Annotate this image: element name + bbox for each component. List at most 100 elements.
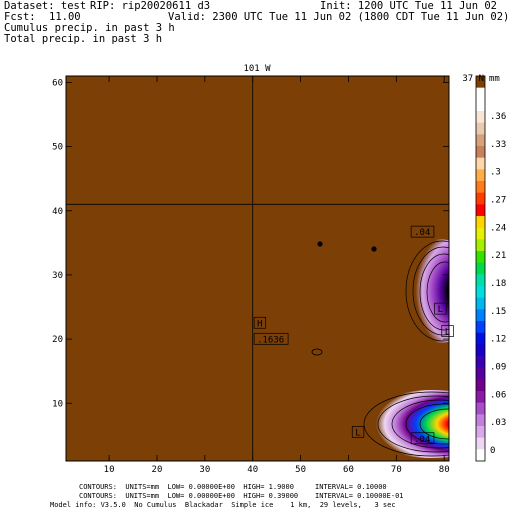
- colorbar-swatch: [476, 262, 485, 275]
- annotation-label: .1636: [257, 335, 284, 345]
- x-tick-label: 10: [104, 465, 115, 475]
- small-contour: [311, 348, 323, 356]
- annotation-box: [253, 316, 267, 329]
- y-axis: 10 20 30 40 50 60: [52, 78, 449, 409]
- x-axis: 10 20 30 40 50 60 70 80: [104, 76, 450, 475]
- colorbar-top-label: 37 N: [462, 74, 484, 84]
- colorbar-swatch: [476, 87, 485, 100]
- y-tick-label: 30: [52, 271, 63, 281]
- colorbar-swatch: [476, 297, 485, 310]
- precip-cell-lower: [362, 390, 449, 458]
- init-label: Init: 1200 UTC Tue 11 Jun 02: [320, 0, 498, 12]
- colorbar-swatch: [476, 437, 485, 450]
- colorbar-swatch: [476, 216, 485, 228]
- colorbar-swatch: [476, 181, 485, 193]
- top-axis-label: 101 W: [243, 64, 271, 74]
- colorbar-swatch: [476, 227, 485, 240]
- fcst-value: 11.00: [49, 11, 81, 23]
- rip-label: RIP: rip20020611 d3: [90, 0, 211, 12]
- colorbar-swatch: [476, 321, 485, 333]
- colorbar-swatch: [476, 391, 485, 403]
- x-tick-label: 40: [247, 465, 258, 475]
- colorbar-tick-label: 0: [490, 446, 495, 456]
- annotation-label: L: [355, 428, 360, 438]
- colorbar-swatch: [476, 344, 485, 357]
- colorbar-unit-label: mm: [489, 74, 500, 84]
- y-tick-label: 20: [52, 335, 63, 345]
- colorbar-tick-label: .15: [490, 307, 506, 317]
- colorbar-tick-label: .12: [490, 335, 506, 345]
- colorbar-tick-label: .18: [490, 279, 506, 289]
- x-tick-label: 60: [343, 465, 354, 475]
- precip-cell-lower-contours: [363, 391, 449, 457]
- footer-contours-total: CONTOURS: UNITS=mm LOW= 0.00000E+00 HIGH…: [79, 483, 387, 491]
- station-dot: [371, 246, 377, 252]
- colorbar-tick-label: .21: [490, 251, 506, 261]
- colorbar-swatch: [476, 76, 485, 88]
- colorbar-swatch: [476, 356, 485, 368]
- annotation-box: [410, 432, 435, 445]
- colorbar-tick-label: .24: [490, 223, 506, 233]
- station-dot: [317, 241, 323, 247]
- dataset-label: Dataset: test: [4, 0, 87, 12]
- y-tick-label: 60: [52, 78, 63, 88]
- x-tick-label: 50: [295, 465, 306, 475]
- precip-cell-upper-contours: [405, 240, 449, 342]
- colorbar-tick-label: .36: [490, 112, 506, 122]
- annotation-box: [351, 425, 365, 438]
- colorbar-tick-label: .3: [490, 168, 501, 178]
- y-tick-label: 10: [52, 399, 63, 409]
- annotation-box: [253, 332, 289, 345]
- colorbar: [475, 75, 486, 462]
- colorbar-swatch: [476, 274, 485, 287]
- valid-label: Valid: 2300 UTC Tue 11 Jun 02 (1800 CDT …: [168, 11, 510, 23]
- annotation-label: .04: [414, 435, 430, 445]
- footer-contours-cumulus: CONTOURS: UNITS=mm LOW= 0.00000E+00 HIGH…: [79, 492, 404, 500]
- precip-zero-fill: [66, 76, 449, 461]
- annotation-label: L: [438, 305, 443, 315]
- field-total-precip: Total precip. in past 3 h: [4, 33, 163, 45]
- colorbar-swatch: [476, 239, 485, 252]
- x-tick-label: 20: [152, 465, 163, 475]
- colorbar-swatch: [476, 449, 485, 462]
- x-tick-label: 30: [199, 465, 210, 475]
- colorbar-swatch: [476, 99, 485, 112]
- colorbar-swatch: [476, 426, 485, 438]
- colorbar-tick-label: .06: [490, 390, 506, 400]
- annotation-box: [410, 225, 435, 238]
- colorbar-tick-label: .27: [490, 196, 506, 206]
- colorbar-swatch: [476, 286, 485, 298]
- colorbar-swatch: [476, 379, 485, 392]
- colorbar-swatch: [476, 332, 485, 345]
- colorbar-swatch: [476, 402, 485, 415]
- annotation-box: [434, 302, 447, 315]
- colorbar-swatch: [476, 309, 485, 322]
- colorbar-swatch: [476, 146, 485, 158]
- colorbar-swatch: [476, 157, 485, 170]
- colorbar-swatch: [476, 134, 485, 147]
- footer-model-info: Model info: V3.5.0 No Cumulus Blackadar …: [50, 501, 396, 509]
- field-cumulus-precip: Cumulus precip. in past 3 h: [4, 22, 175, 34]
- colorbar-swatch: [476, 414, 485, 427]
- annotation-label: H: [257, 319, 262, 329]
- y-tick-label: 50: [52, 143, 63, 153]
- x-tick-label: 70: [391, 465, 402, 475]
- colorbar-swatch: [476, 169, 485, 182]
- fcst-label: Fcst:: [4, 11, 36, 23]
- x-tick-label: 80: [439, 465, 450, 475]
- colorbar-swatch: [476, 367, 485, 380]
- colorbar-tick-label: .03: [490, 418, 506, 428]
- annotation-label: L: [445, 328, 450, 338]
- colorbar-tick-label: .09: [490, 363, 506, 373]
- colorbar-swatch: [476, 192, 485, 205]
- annotation-label: .04: [414, 228, 430, 238]
- colorbar-swatch: [476, 204, 485, 217]
- colorbar-swatch: [476, 251, 485, 263]
- colorbar-swatch: [476, 111, 485, 123]
- plot-frame: [65, 75, 450, 462]
- colorbar-ticks: .36 .33 .3 .27 .24 .21 .18 .15 .12 .09 .06 .03 0: [490, 112, 506, 456]
- colorbar-tick-label: .33: [490, 140, 506, 150]
- annotations: H .1636 .04 .04 L L L: [253, 225, 454, 445]
- annotation-box: [441, 325, 454, 337]
